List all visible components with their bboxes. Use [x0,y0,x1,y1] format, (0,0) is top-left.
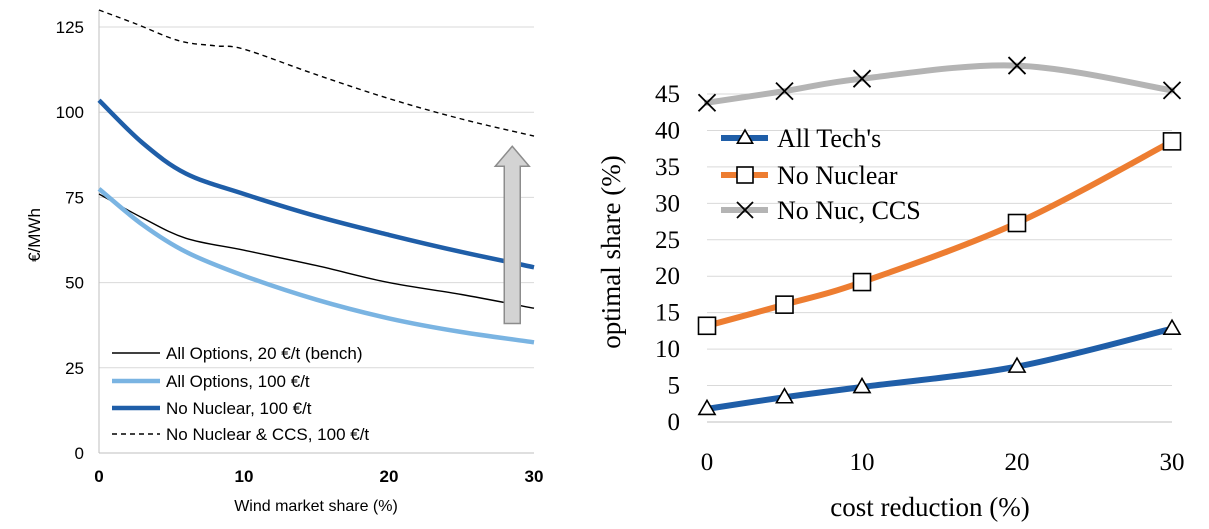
y-tick-label: 45 [655,81,680,108]
data-point-marker [697,398,717,416]
data-point-marker [775,81,794,101]
y-tick-label: 75 [65,188,84,207]
y-tick-label: 0 [75,444,84,463]
legend-marker-0 [736,128,754,144]
series-line-1 [97,187,535,345]
data-point-marker [775,295,794,314]
data-point-marker [852,272,872,292]
data-point-marker [852,376,872,394]
series-line-2 [704,62,1175,106]
data-point-marker [852,69,872,88]
y-tick-label: 40 [655,117,680,144]
y-tick-label: 5 [668,373,681,400]
legend-marker-2 [736,201,754,219]
x-tick-label: 30 [1160,449,1185,476]
up-arrow-annotation [493,145,531,325]
y-tick-label: 100 [56,103,84,122]
left-chart: 0 25 50 75 100 125 0 10 20 30 Wind market share (%… [25,9,544,515]
series-line-0 [98,193,535,309]
legend-label-1: All Options, 100 €/t [166,372,310,391]
series-line-0 [704,325,1175,412]
data-point-marker [1007,56,1027,75]
y-axis-title: optimal share (%) [596,155,626,348]
data-point-marker [775,387,794,404]
legend-label-3: No Nuclear & CCS, 100 €/t [166,425,369,444]
legend-label-1: No Nuclear [777,161,898,190]
series-line-1 [704,138,1175,329]
x-tick-label: 0 [94,467,103,486]
x-tick-label: 20 [380,467,399,486]
y-tick-label: 0 [668,409,681,436]
y-tick-label: 10 [655,336,680,363]
data-point-marker [1162,132,1182,151]
x-tick-label: 10 [235,467,254,486]
data-point-marker [1007,356,1027,373]
x-axis-title: Wind market share (%) [234,498,398,515]
data-point-marker [1162,318,1182,336]
x-tick-label: 20 [1005,449,1030,476]
y-tick-label: 25 [65,359,84,378]
right-chart: 0 5 10 15 20 25 30 35 40 45 0 10 20 30 cost reduction … [596,56,1185,522]
y-tick-label: 20 [655,263,680,290]
x-tick-label: 30 [525,467,544,486]
data-point-marker [697,316,717,336]
x-tick-label: 10 [850,449,875,476]
series-line-3 [98,9,535,137]
y-tick-label: 50 [65,274,84,293]
legend-label-2: No Nuc, CCS [777,196,921,225]
y-tick-label: 35 [655,154,680,181]
y-tick-label: 25 [655,227,680,254]
y-axis-title: €/MWh [25,208,44,262]
legend-label-2: No Nuclear, 100 €/t [166,399,312,418]
legend-marker-1 [736,166,754,184]
data-point-marker [1007,213,1027,233]
series-line-2 [97,98,535,270]
x-tick-label: 0 [701,449,714,476]
legend-label-0: All Options, 20 €/t (bench) [166,344,363,363]
x-axis-title: cost reduction (%) [830,492,1029,522]
y-tick-label: 30 [655,190,680,217]
legend-label-0: All Tech's [777,124,881,153]
y-tick-label: 15 [655,300,680,327]
data-point-marker [1162,81,1182,100]
data-point-marker [697,93,717,112]
y-tick-label: 125 [56,18,84,37]
